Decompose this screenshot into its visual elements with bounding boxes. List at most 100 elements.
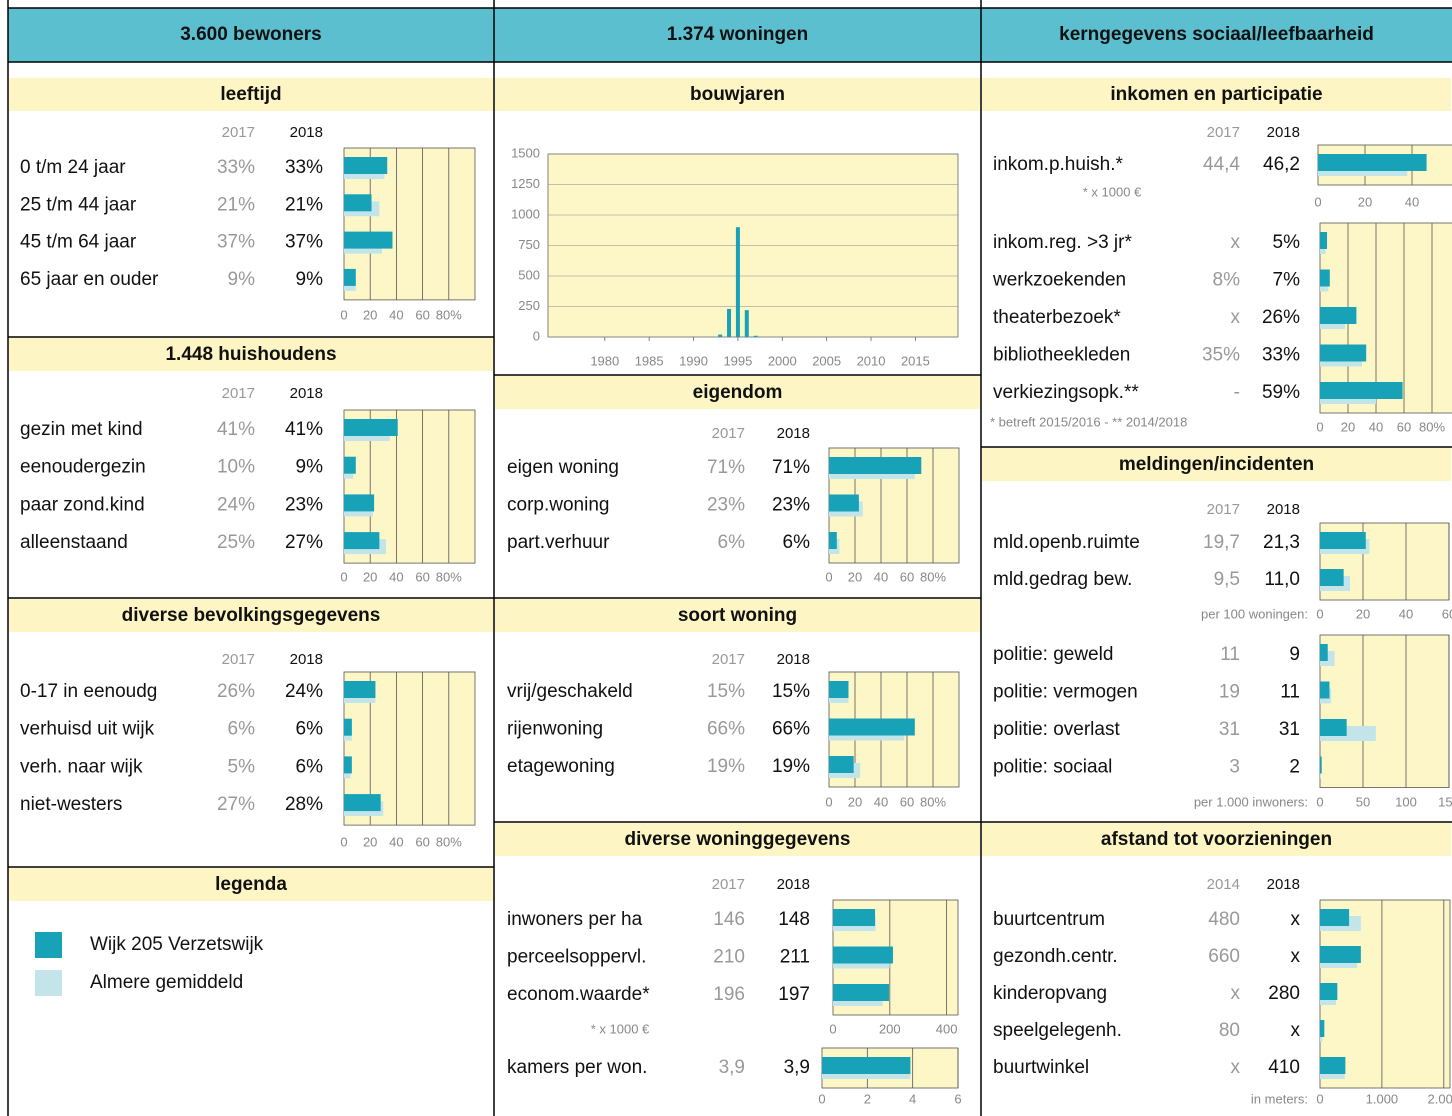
value-current: 71% <box>772 457 810 478</box>
value-prev: 6% <box>718 532 746 553</box>
chart-area <box>1319 634 1450 788</box>
x-tick-label: 80% <box>920 794 946 809</box>
wijk-bar <box>344 794 381 812</box>
value-prev: 5% <box>228 756 256 777</box>
section-title: diverse woninggegevens <box>625 829 851 850</box>
section-bar <box>982 823 1451 856</box>
x-tick-label: 20 <box>1341 419 1355 434</box>
row-label: 0 t/m 24 jaar <box>20 157 126 178</box>
value-current: x <box>1291 946 1301 967</box>
year-label: 2017 <box>1207 501 1240 518</box>
x-tick-label: 80% <box>1419 419 1445 434</box>
value-current: 2 <box>1289 757 1300 778</box>
value-current: 59% <box>1262 382 1300 403</box>
wijk-bar <box>822 1057 911 1074</box>
wijk-bar <box>829 532 837 549</box>
x-tick-label: 60 <box>415 307 429 322</box>
year-label: 2018 <box>777 651 810 668</box>
row-label: part.verhuur <box>507 532 610 553</box>
value-current: x <box>1291 909 1301 930</box>
x-tick-label: 400 <box>936 1021 958 1036</box>
row-label: 65 jaar en ouder <box>20 269 159 290</box>
row-label: politie: geweld <box>993 644 1113 665</box>
y-tick-label: 750 <box>518 237 540 252</box>
wijk-bar <box>1320 946 1361 963</box>
value-prev: 19,7 <box>1203 532 1240 553</box>
value-prev: 26% <box>217 681 255 702</box>
wijk-bar <box>1320 681 1330 699</box>
year-label: 2014 <box>1207 876 1240 893</box>
row-label: werkzoekenden <box>992 270 1126 291</box>
x-tick-label: 40 <box>874 794 888 809</box>
row-label: eenoudergezin <box>20 457 146 478</box>
note: * x 1000 € <box>591 1021 650 1036</box>
x-tick-label: 1.000 <box>1366 1091 1399 1106</box>
x-tick-label: 0 <box>340 834 347 849</box>
value-current: 31 <box>1279 719 1300 740</box>
y-tick-label: 250 <box>518 298 540 313</box>
value-prev: 10% <box>217 457 255 478</box>
value-prev: 44,4 <box>1203 154 1240 175</box>
value-current: 11 <box>1280 682 1300 703</box>
year-label: 2017 <box>222 124 255 141</box>
value-prev: 3 <box>1229 757 1240 778</box>
value-prev: 35% <box>1202 345 1240 366</box>
x-tick-label: 60 <box>415 569 429 584</box>
value-current: 6% <box>296 756 324 777</box>
x-tick-label: 60 <box>1397 419 1411 434</box>
year-label: 2018 <box>777 425 810 442</box>
section-title: 1.448 huishoudens <box>165 344 336 365</box>
value-prev: 11 <box>1220 644 1240 665</box>
wijk-bar <box>833 984 889 1001</box>
value-prev: x <box>1231 983 1241 1004</box>
row-label: gezondh.centr. <box>993 946 1118 967</box>
x-tick-label: 40 <box>1405 194 1419 209</box>
year-label: 2017 <box>712 425 745 442</box>
row-label: buurtwinkel <box>993 1057 1089 1078</box>
row-label: eigen woning <box>507 457 619 478</box>
x-tick-label: 20 <box>363 569 377 584</box>
chart-area <box>343 147 476 301</box>
x-tick-label: 2000 <box>768 353 797 368</box>
y-tick-label: 1250 <box>511 176 540 191</box>
legend-label: Almere gemiddeld <box>90 972 243 993</box>
x-tick-label: 20 <box>1356 606 1370 621</box>
x-tick-label: 20 <box>363 307 377 322</box>
wijk-bar <box>833 946 893 964</box>
wijk-bar <box>1320 569 1344 586</box>
row-label: politie: vermogen <box>993 682 1138 703</box>
y-tick-label: 0 <box>533 328 540 343</box>
year-label: 2018 <box>290 385 323 402</box>
column-title: 3.600 bewoners <box>180 24 322 45</box>
wijk-bar <box>1320 983 1338 1000</box>
tick-caption: in meters: <box>1251 1091 1308 1106</box>
value-current: 148 <box>778 909 810 930</box>
x-tick-label: 150 <box>1438 794 1452 809</box>
legend-title: legenda <box>215 874 287 895</box>
value-prev: 8% <box>1213 270 1241 291</box>
wijk-bar <box>1318 154 1427 171</box>
x-tick-label: 2005 <box>812 353 841 368</box>
wijk-bar <box>1320 269 1330 287</box>
x-tick-label: 0 <box>818 1091 825 1106</box>
section-title: meldingen/incidenten <box>1119 454 1314 475</box>
wijk-bar <box>1320 756 1322 774</box>
value-current: 9% <box>296 269 324 290</box>
section-bar <box>9 338 493 371</box>
x-tick-label: 2 <box>864 1091 871 1106</box>
row-label: politie: sociaal <box>993 757 1112 778</box>
value-prev: 41% <box>217 419 255 440</box>
value-current: 33% <box>285 157 323 178</box>
wijk-bar <box>1320 344 1367 362</box>
bar <box>735 227 740 337</box>
wijk-bar <box>829 494 859 512</box>
year-label: 2017 <box>222 385 255 402</box>
value-prev: x <box>1231 1057 1241 1078</box>
value-current: 21% <box>285 194 323 215</box>
wijk-bar <box>344 494 375 512</box>
value-prev: 9,5 <box>1214 569 1240 590</box>
y-tick-label: 1500 <box>511 145 540 160</box>
wijk-bar <box>829 681 849 698</box>
x-tick-label: 80% <box>436 569 462 584</box>
wijk-bar <box>1320 307 1357 324</box>
